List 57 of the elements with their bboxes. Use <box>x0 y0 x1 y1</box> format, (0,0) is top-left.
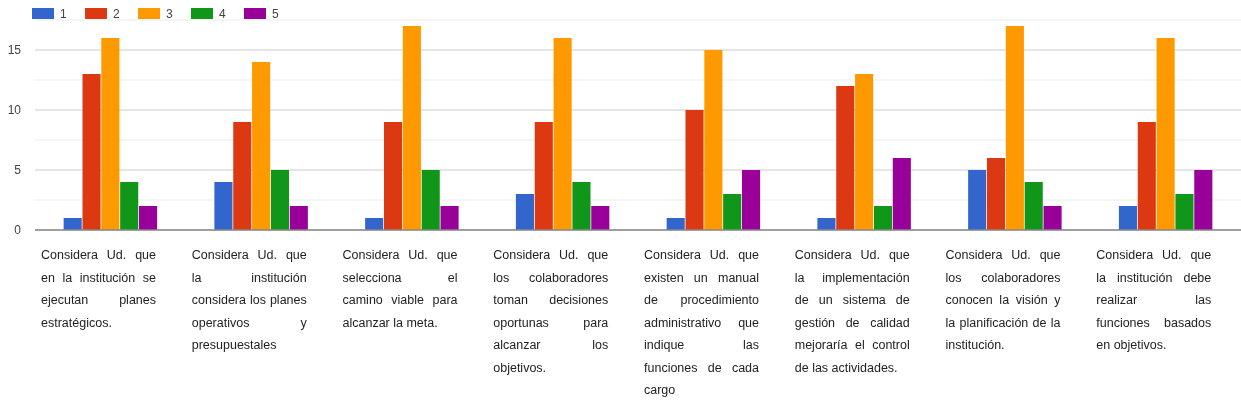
legend-label: 4 <box>219 7 226 22</box>
bar <box>855 74 874 230</box>
bar <box>553 38 572 230</box>
bar <box>82 74 101 230</box>
bar <box>1005 26 1024 230</box>
x-tick-label: Considera Ud. que los colaboradores toman decisiones oportunas para alcanzar los objetivos. <box>493 247 609 377</box>
y-tick-label: 15 <box>7 43 22 58</box>
bar <box>252 62 271 230</box>
bar <box>101 38 120 230</box>
bar <box>1043 206 1062 230</box>
bar <box>685 110 704 230</box>
bar <box>1024 182 1043 230</box>
legend-label: 2 <box>113 7 120 22</box>
bar <box>534 122 553 230</box>
bar <box>139 206 158 230</box>
bar <box>572 182 591 230</box>
x-tick-label: Considera Ud. que la institución debe realizar las funciones basados en objetivos. <box>1096 247 1212 354</box>
bar <box>817 218 836 230</box>
bar <box>742 170 761 230</box>
bar <box>440 206 459 230</box>
bar <box>289 206 308 230</box>
legend-label: 3 <box>166 7 173 22</box>
bar <box>1175 194 1194 230</box>
bar <box>986 158 1006 230</box>
bar <box>383 122 403 230</box>
x-tick-label: Considera Ud. que la implementación de un sistema de gestión de calidad mejoraría el control de las actividades. <box>794 247 910 377</box>
bar <box>704 50 723 230</box>
bar <box>1118 206 1137 230</box>
bar <box>63 218 82 230</box>
y-tick-label: 5 <box>14 163 22 178</box>
bar <box>1156 38 1175 230</box>
bar <box>968 170 987 230</box>
legend-label: 5 <box>272 7 279 22</box>
bar <box>1137 122 1156 230</box>
bar <box>836 86 855 230</box>
bar <box>120 182 139 230</box>
bar <box>421 170 440 230</box>
bar <box>515 194 534 230</box>
x-tick-label: Considera Ud. que los colaboradores conocen la visión y la planificación de la institución. <box>945 247 1061 354</box>
x-tick-label: Considera Ud. que en la institución se ejecutan planes estratégicos. <box>41 247 156 332</box>
x-tick-label: Considera Ud. que la institución considera los planes operativos y presupuestales <box>191 247 307 354</box>
bar <box>270 170 290 230</box>
bar <box>591 206 610 230</box>
y-tick-label: 0 <box>14 223 22 238</box>
bar <box>402 26 421 230</box>
x-tick-label: Considera Ud. que existen un manual de procedimiento administrativo que indique las funciones de cada cargo <box>644 247 759 399</box>
bar <box>233 122 252 230</box>
bar <box>723 194 742 230</box>
bar <box>892 158 911 230</box>
bar <box>1194 170 1213 230</box>
bar <box>365 218 384 230</box>
y-tick-label: 10 <box>7 103 22 118</box>
legend-label: 1 <box>60 7 67 22</box>
bar <box>214 182 233 230</box>
x-tick-label: Considera Ud. que selecciona el camino viable para alcanzar la meta. <box>342 247 458 332</box>
bar <box>666 218 685 230</box>
bar <box>873 206 893 230</box>
